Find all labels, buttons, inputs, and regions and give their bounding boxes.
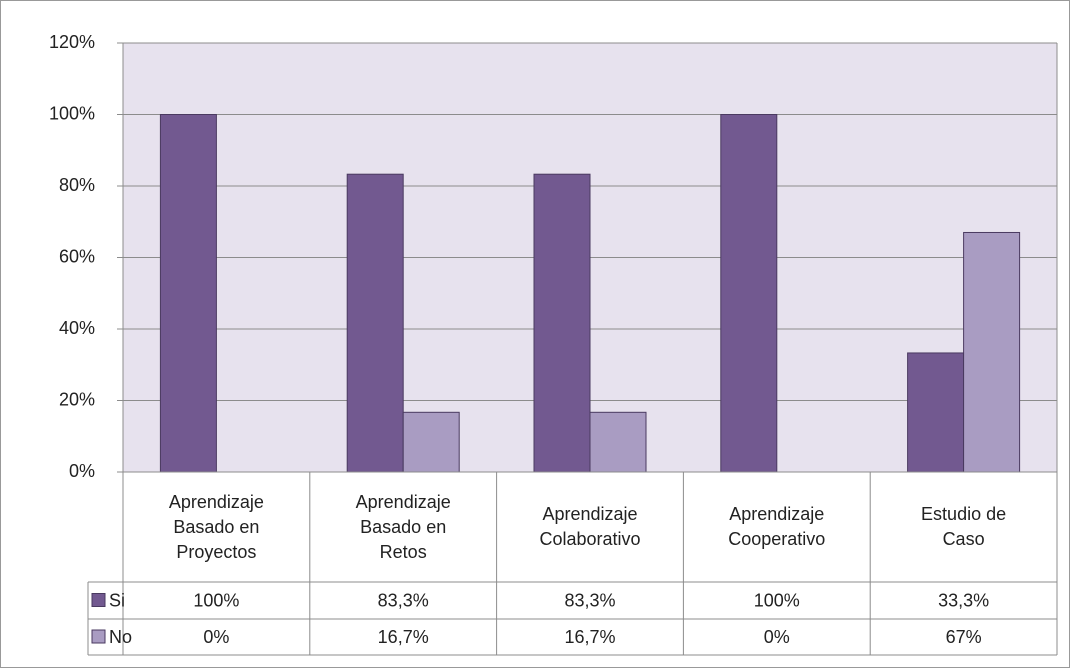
bar [589,411,647,473]
category-text: Aprendizaje Basado en Proyectos [168,491,264,562]
table-value: 67% [946,627,982,647]
bar [963,231,1021,473]
category-text: Estudio de Caso [921,504,1007,549]
legend-label: Si [109,590,125,610]
category-text: Aprendizaje Cooperativo [728,504,826,549]
table-value: 0% [203,627,229,647]
bar [402,411,460,473]
y-tick-label: 0% [69,461,95,481]
y-tick-label: 60% [59,246,95,266]
y-tick-label: 100% [49,103,95,123]
category-text: Aprendizaje Colaborativo [539,504,641,549]
bar [159,114,217,473]
table-value: 33,3% [938,590,989,610]
table-value: 100% [754,590,800,610]
legend-label: No [109,627,132,647]
legend-swatch [91,629,106,644]
table-value: 83,3% [564,590,615,610]
legend-swatch [91,593,106,607]
x-tick-label: Aprendizaje Cooperativo [683,472,870,582]
table-value: 83,3% [378,590,429,610]
x-tick-label: Aprendizaje Basado en Proyectos [123,472,310,582]
x-tick-label: Aprendizaje Basado en Retos [310,472,497,582]
y-tick-label: 40% [59,318,95,338]
x-tick-label: Estudio de Caso [870,472,1057,582]
table-value: 16,7% [378,627,429,647]
category-text: Aprendizaje Basado en Retos [355,491,451,562]
bar [533,173,591,473]
bar [907,352,965,473]
table-value: 100% [193,590,239,610]
bar [346,173,404,473]
bar [720,114,778,473]
table-value: 16,7% [564,627,615,647]
y-tick-label: 20% [59,389,95,409]
y-tick-label: 80% [59,175,95,195]
y-tick-label: 120% [49,32,95,52]
x-tick-label: Aprendizaje Colaborativo [497,472,684,582]
table-value: 0% [764,627,790,647]
